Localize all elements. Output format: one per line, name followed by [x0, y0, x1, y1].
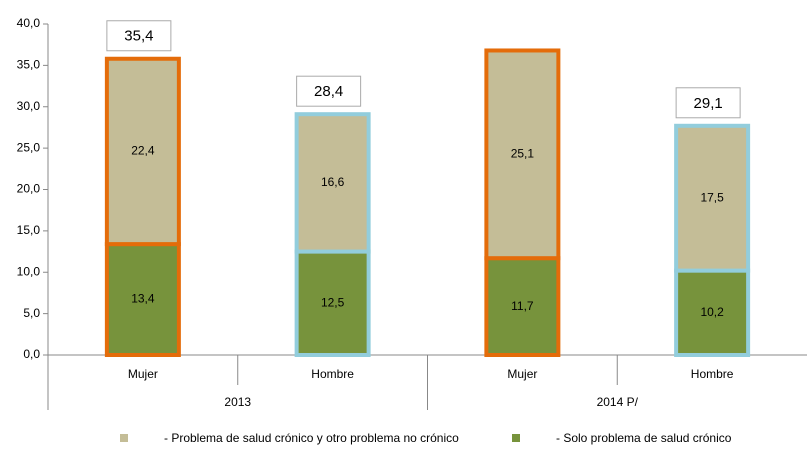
y-tick-label: 40,0 — [17, 16, 41, 30]
bar-segment — [294, 249, 371, 357]
value-label: 10,2 — [700, 305, 724, 319]
y-tick-label: 0,0 — [23, 347, 40, 361]
value-label: 25,1 — [511, 147, 535, 161]
value-label: 13,4 — [131, 292, 155, 306]
group-label: 2014 P/ — [597, 395, 639, 409]
total-box — [296, 75, 362, 107]
total-label: 28,4 — [314, 83, 343, 100]
total-label: 35,4 — [124, 28, 153, 45]
total-box — [106, 20, 172, 52]
value-label: 17,5 — [700, 190, 724, 204]
bar-segment — [294, 112, 371, 254]
legend-label: - Solo problema de salud crónico — [556, 431, 732, 445]
y-tick-label: 10,0 — [17, 264, 41, 278]
legend-swatch — [512, 434, 520, 442]
group-label: 2013 — [224, 395, 251, 409]
x-tick-label: Mujer — [507, 367, 537, 381]
y-tick-label: 15,0 — [17, 223, 41, 237]
value-label: 16,6 — [321, 175, 345, 189]
value-label: 12,5 — [321, 295, 345, 309]
legend-swatch — [120, 434, 128, 442]
y-tick-label: 5,0 — [23, 306, 40, 320]
y-tick-label: 30,0 — [17, 99, 41, 113]
y-tick-label: 25,0 — [17, 140, 41, 154]
bar-segment — [104, 56, 181, 247]
x-tick-label: Hombre — [691, 367, 734, 381]
bar-segment — [104, 242, 181, 358]
total-box — [675, 87, 741, 119]
x-tick-label: Hombre — [311, 367, 354, 381]
y-tick-label: 35,0 — [17, 58, 41, 72]
x-tick-label: Mujer — [128, 367, 158, 381]
value-label: 22,4 — [131, 144, 155, 158]
total-label: 29,1 — [694, 95, 723, 112]
value-label: 11,7 — [511, 299, 534, 313]
bar-segment — [674, 123, 751, 273]
bar-segment — [484, 48, 561, 261]
legend-label: - Problema de salud crónico y otro probl… — [164, 431, 459, 445]
y-tick-label: 20,0 — [17, 182, 41, 196]
